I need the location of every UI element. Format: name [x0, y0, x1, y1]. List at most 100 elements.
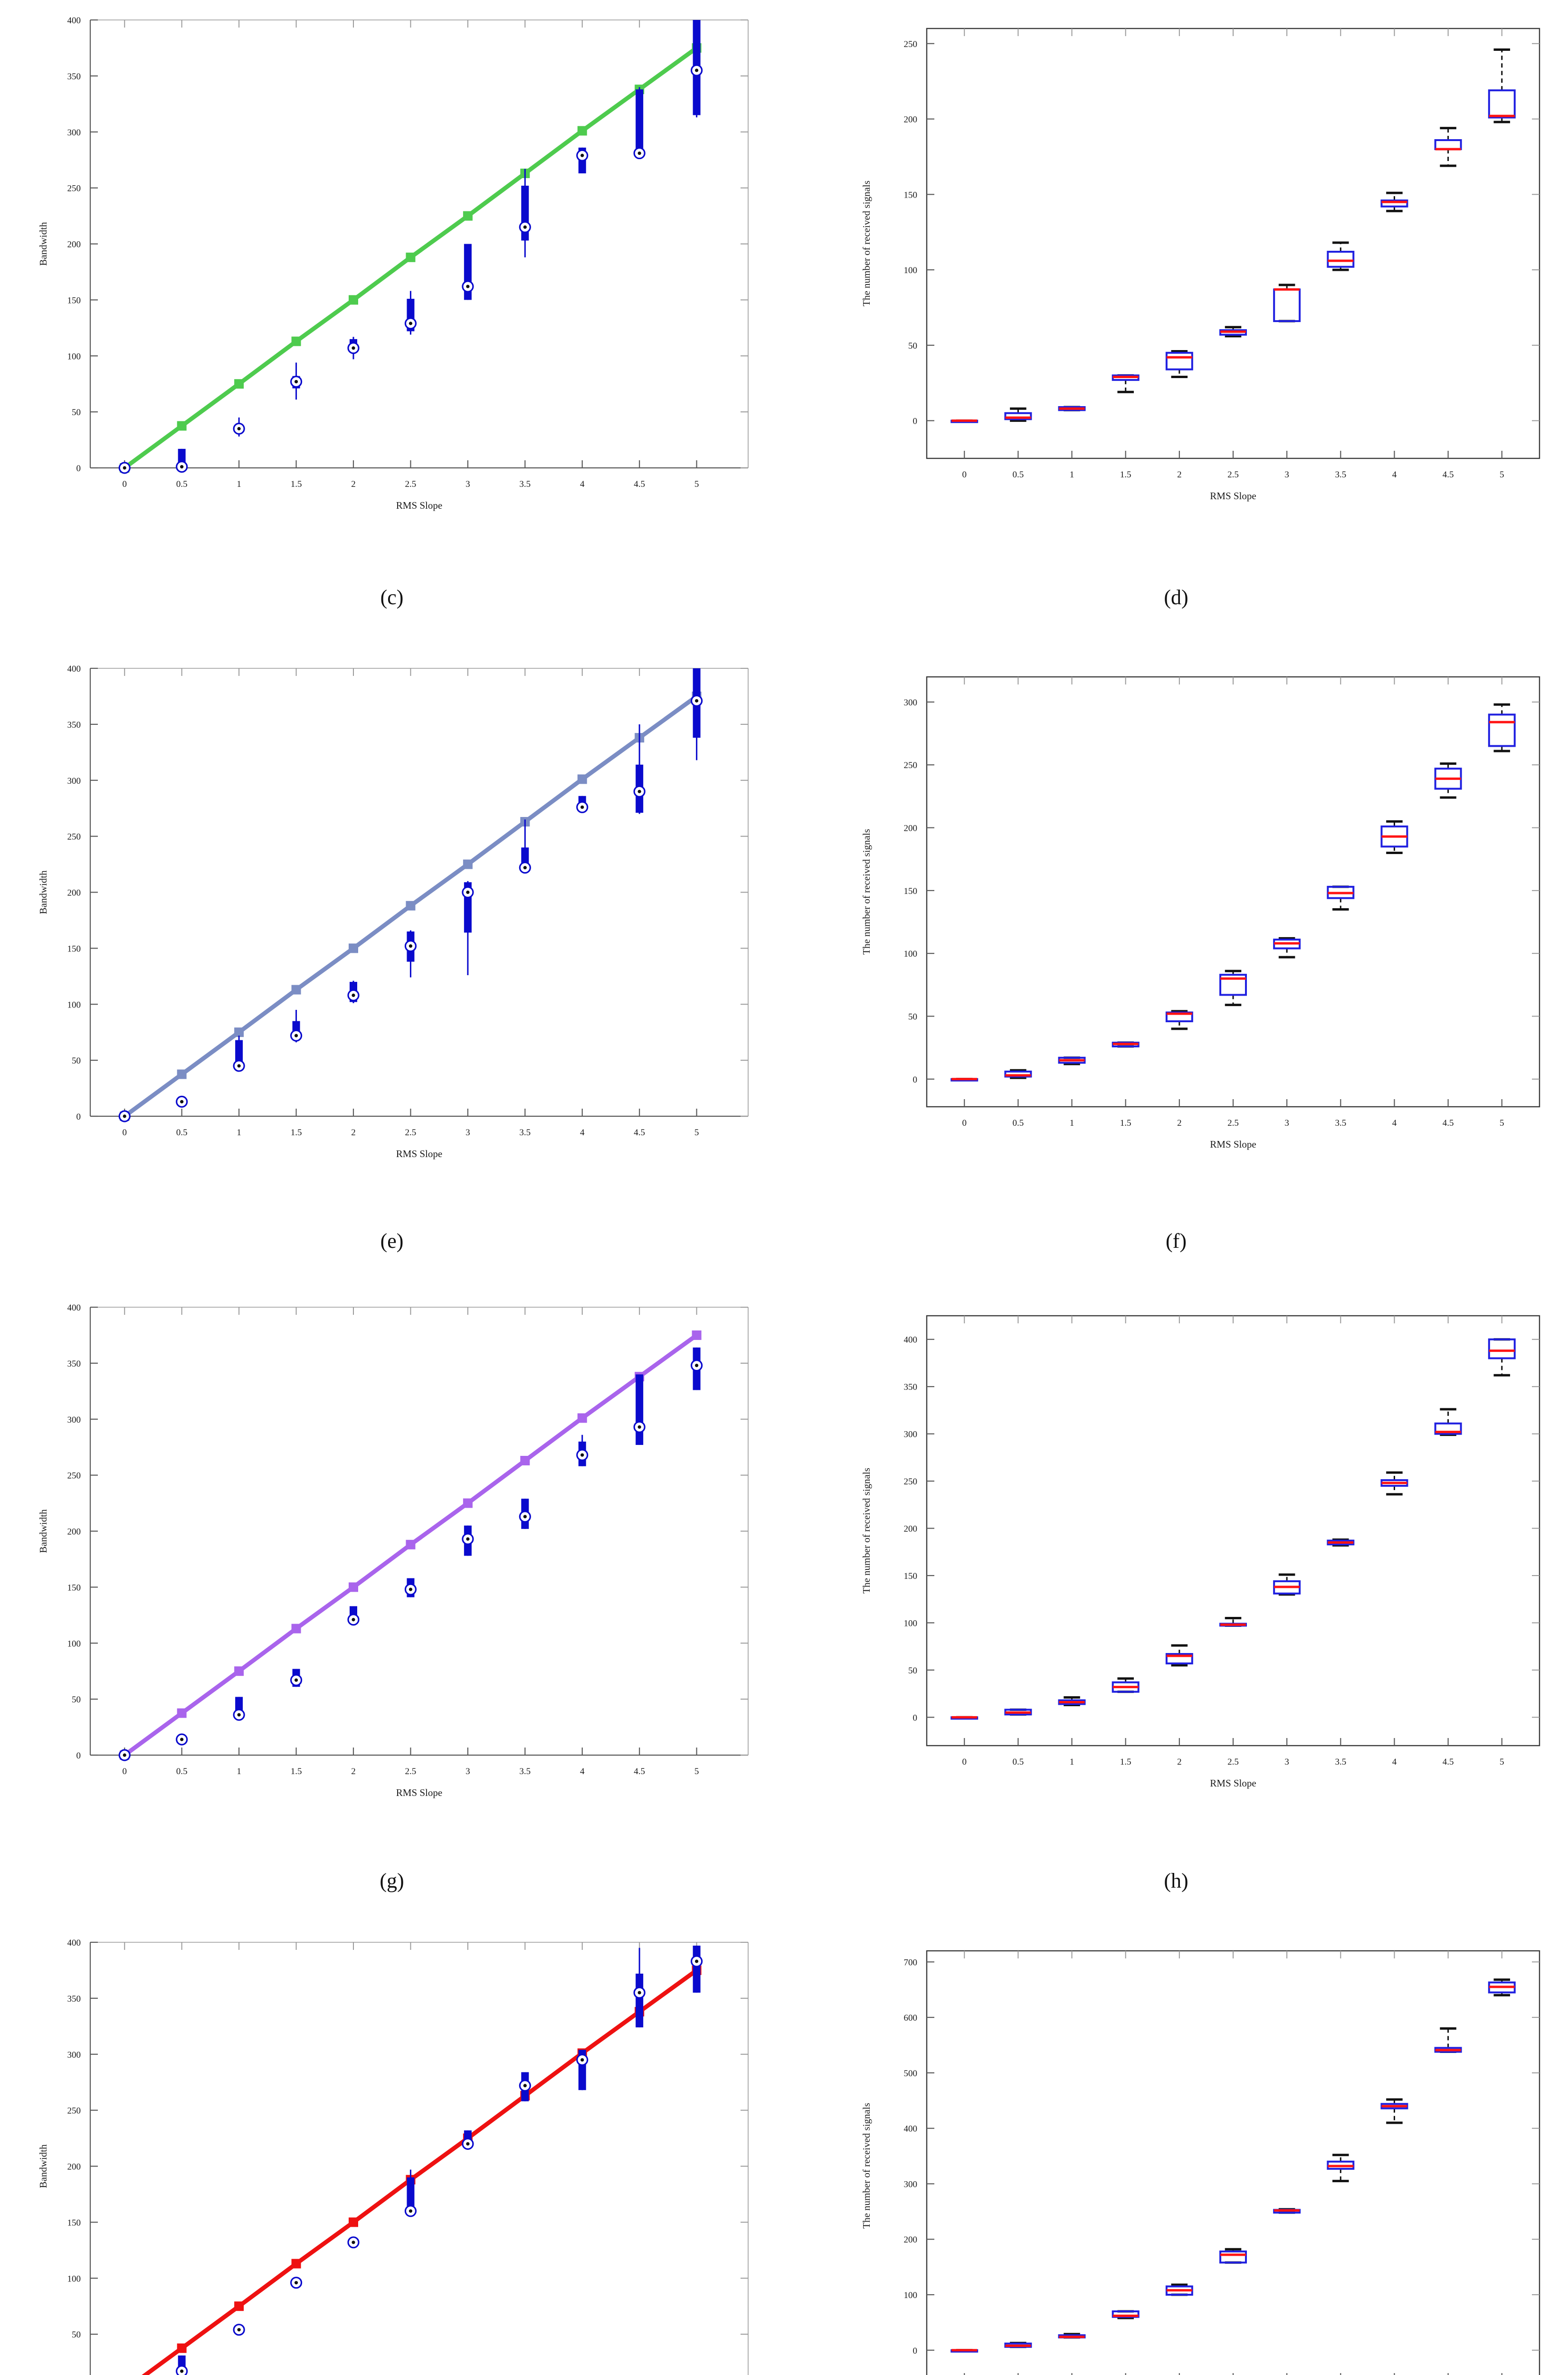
- y-tick-label: 0: [76, 1751, 81, 1761]
- x-tick-label: 1: [1070, 470, 1074, 480]
- y-tick-label: 400: [67, 1938, 81, 1948]
- median-dot: [352, 1618, 355, 1622]
- median-dot: [294, 2281, 298, 2285]
- x-tick-label: 4: [580, 1128, 585, 1138]
- panel-g-plot: 0 50 100 150 200 250 300 350 400 0 0.5 1 1.5 2 2.5 3 3.5…: [0, 1287, 784, 1848]
- y-tick-label: 50: [908, 1012, 917, 1022]
- x-tick-label: 2.5: [405, 1128, 417, 1138]
- y-tick-label: 150: [904, 190, 918, 200]
- x-tick-label: 3.5: [1335, 470, 1346, 480]
- reference-marker: [463, 859, 473, 869]
- x-tick-label: 4: [580, 479, 585, 489]
- x-tick-label: 3.5: [519, 1128, 531, 1138]
- x-tick-label: 3: [1284, 1757, 1289, 1767]
- y-tick-label: 250: [904, 1477, 918, 1487]
- median-dot: [294, 380, 298, 384]
- panel-h: 0 50 100 150 200 250 300 350 400 0 0.5 1 1.5 2 2.5 3 3.5…: [784, 1278, 1568, 1917]
- x-tick-label: 4.5: [1443, 1757, 1454, 1767]
- x-tick-label: 4: [1392, 470, 1397, 480]
- box-body: [1112, 1681, 1140, 1693]
- x-tick-label: 4.5: [634, 1128, 645, 1138]
- reference-marker: [291, 985, 301, 995]
- x-tick-label: 2: [1177, 470, 1182, 480]
- y-tick-label: 400: [67, 1303, 81, 1313]
- plot-area-f: 0 50 100 150 200 250 300 0 0.5 1 1.5 2 2.5 3 3.5 4 4.5 5 R…: [861, 676, 1540, 1150]
- x-tick-label: 2.5: [1227, 1118, 1239, 1128]
- y-tick-label: 300: [67, 1415, 81, 1425]
- plot-area-j: 010020030040050060070000.511.522.533.544…: [861, 1950, 1540, 2375]
- plot-area-h: 0 50 100 150 200 250 300 350 400 0 0.5 1 1.5 2 2.5 3 3.5…: [861, 1315, 1540, 1789]
- y-tick-label: 150: [67, 295, 81, 305]
- x-tick-label: 4.5: [1443, 470, 1454, 480]
- median-dot: [466, 2142, 470, 2146]
- box-body: [1488, 713, 1516, 747]
- y-tick-label: 200: [67, 1527, 81, 1537]
- x-tick-label: 5: [694, 1128, 699, 1138]
- median-dot: [294, 1678, 298, 1682]
- median-dot: [695, 1363, 699, 1368]
- reference-marker: [234, 1027, 244, 1037]
- y-tick-label: 300: [67, 776, 81, 786]
- y-tick-label: 100: [67, 1000, 81, 1010]
- median-dot: [180, 465, 184, 469]
- y-tick-label: 300: [904, 698, 918, 708]
- x-tick-label: 4: [1392, 1118, 1397, 1128]
- reference-marker: [349, 2217, 358, 2227]
- y-tick-label: 50: [72, 408, 81, 418]
- y-tick-label: 50: [908, 1666, 917, 1676]
- y-tick-label: 500: [904, 2069, 918, 2079]
- x-tick-label: 2.5: [1227, 1757, 1239, 1767]
- box-body: [1004, 1070, 1032, 1078]
- reference-marker: [234, 379, 244, 389]
- x-tick-label: 2: [1177, 1118, 1182, 1128]
- median-dot: [637, 151, 641, 155]
- y-tick-label: 250: [67, 2106, 81, 2116]
- y-tick-label: 300: [67, 2050, 81, 2060]
- figure-row-1: 0 50 100 150 200 250 300 350 400 0 0.5 1 1.5 2 2.5 3 3.5…: [0, 0, 1568, 639]
- x-tick-label: 4.5: [1443, 1118, 1454, 1128]
- y-tick-label: 400: [904, 2124, 918, 2134]
- x-tick-label: 1.5: [291, 1767, 302, 1776]
- median-dot: [695, 1959, 699, 1963]
- y-tick-label: 50: [72, 2330, 81, 2340]
- panel-f-plot: 0 50 100 150 200 250 300 0 0.5 1 1.5 2 2.5 3 3.5 4 4.5 5 R…: [784, 648, 1568, 1209]
- box-body: [636, 1374, 644, 1445]
- plot-area-c: 0 50 100 150 200 250 300 350 400 0 0.5 1 1.5 2 2.5 3 3.5…: [38, 16, 749, 511]
- y-axis-title: Bandwidth: [38, 222, 49, 266]
- median-dot: [523, 1515, 527, 1519]
- plot-frame: [926, 1950, 1540, 2375]
- x-tick-label: 2: [1177, 1757, 1182, 1767]
- y-tick-label: 50: [72, 1695, 81, 1705]
- median-dot: [180, 1738, 184, 1741]
- y-tick-label: 100: [904, 2290, 918, 2300]
- reference-marker: [234, 2301, 244, 2311]
- x-tick-label: 1: [237, 1128, 241, 1138]
- panel-label-f: (f): [1166, 1229, 1187, 1253]
- y-tick-label: 0: [913, 1075, 918, 1085]
- y-tick-label: 0: [913, 417, 918, 427]
- panel-e-plot: 0 50 100 150 200 250 300 350 400 0 0.5 1 1.5 2 2.5 3 3.5…: [0, 648, 784, 1209]
- median-dot: [237, 1713, 241, 1717]
- median-dot: [409, 322, 413, 325]
- y-tick-label: 200: [67, 888, 81, 898]
- panel-d: 0 50 100 150 200 250 0 0.5 1 1.5 2 2.5 3 3.5 4 4.5 5 RMS …: [784, 0, 1568, 639]
- y-tick-label: 250: [904, 760, 918, 770]
- y-tick-label: 400: [67, 664, 81, 674]
- box-body: [1273, 288, 1301, 323]
- x-tick-label: 0: [962, 1757, 967, 1767]
- x-tick-label: 2.5: [405, 479, 417, 489]
- x-axis-title: RMS Slope: [1210, 1139, 1256, 1150]
- median-dot: [180, 1100, 184, 1103]
- reference-marker: [177, 2343, 187, 2353]
- y-tick-label: 400: [904, 1335, 918, 1345]
- median-dot: [466, 890, 470, 894]
- median-dot: [466, 1537, 470, 1541]
- y-tick-label: 350: [67, 72, 81, 82]
- median-dot: [695, 68, 699, 72]
- y-tick-label: 250: [67, 184, 81, 194]
- y-tick-label: 100: [904, 1618, 918, 1628]
- reference-marker: [577, 1413, 587, 1423]
- y-tick-label: 150: [67, 2218, 81, 2228]
- x-tick-label: 0: [123, 1767, 127, 1776]
